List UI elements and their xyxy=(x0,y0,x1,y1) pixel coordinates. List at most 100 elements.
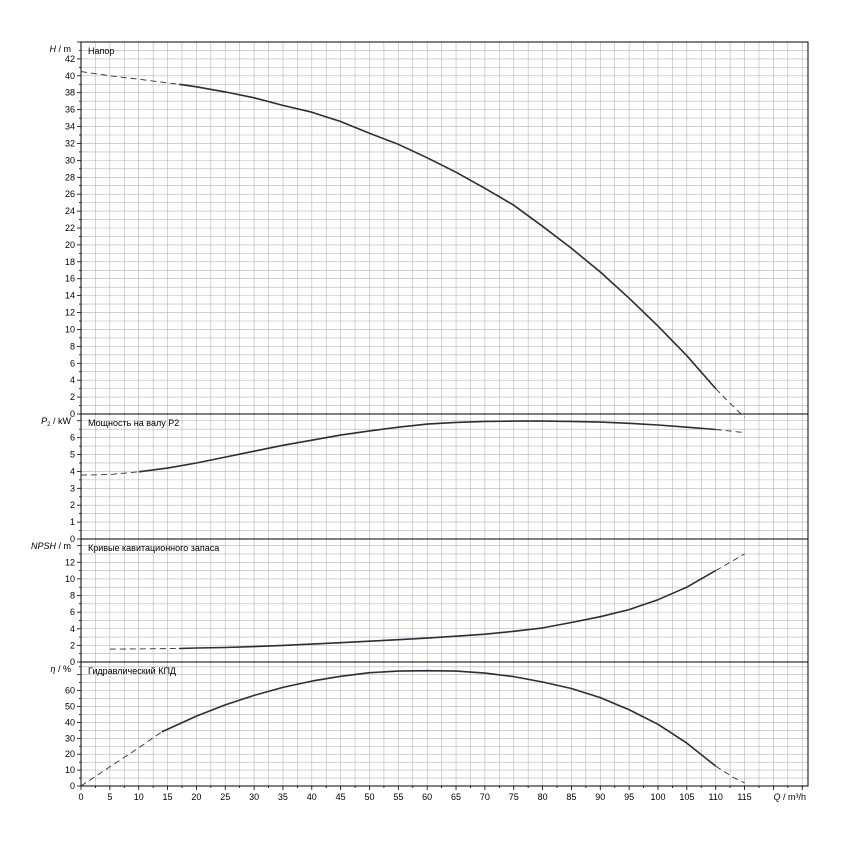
y-tick-label: 50 xyxy=(65,702,75,712)
x-tick-label: 90 xyxy=(595,792,605,802)
y-tick-label: 8 xyxy=(70,341,75,351)
y-axis-unit: / m xyxy=(56,541,71,551)
curve-line xyxy=(178,83,717,390)
curve-extension-dashed xyxy=(80,71,180,85)
x-axis-label: Q / m³/h xyxy=(773,792,806,802)
x-tick-label: 95 xyxy=(624,792,634,802)
x-tick-label: 45 xyxy=(336,792,346,802)
y-tick-label: 0 xyxy=(70,781,75,791)
y-tick-label: 26 xyxy=(65,189,75,199)
y-axis-symbol: η xyxy=(50,664,55,674)
y-tick-label: 10 xyxy=(65,765,75,775)
x-tick-label: 35 xyxy=(278,792,288,802)
curve-extension-dashed xyxy=(715,429,745,434)
y-tick-label: 28 xyxy=(65,172,75,182)
y-tick-label: 30 xyxy=(65,155,75,165)
x-tick-label: 10 xyxy=(134,792,144,802)
y-axis-label: P2 / kW xyxy=(41,416,71,428)
x-tick-label: 80 xyxy=(538,792,548,802)
y-tick-label: 6 xyxy=(70,433,75,443)
y-tick-label: 2 xyxy=(70,640,75,650)
y-tick-label: 40 xyxy=(65,717,75,727)
y-axis-symbol: NPSH xyxy=(31,541,57,551)
y-axis-unit: / m xyxy=(56,44,71,54)
y-axis-label: η / % xyxy=(50,664,71,674)
y-tick-label: 4 xyxy=(70,466,75,476)
x-tick-label: 40 xyxy=(307,792,317,802)
y-tick-label: 2 xyxy=(70,392,75,402)
y-tick-label: 6 xyxy=(70,607,75,617)
y-tick-label: 32 xyxy=(65,138,75,148)
curve-line xyxy=(161,669,717,767)
x-tick-label: 85 xyxy=(566,792,576,802)
x-tick-label: 75 xyxy=(509,792,519,802)
y-tick-label: 42 xyxy=(65,54,75,64)
x-tick-label: 105 xyxy=(679,792,694,802)
y-tick-label: 36 xyxy=(65,105,75,115)
x-axis-symbol: Q xyxy=(773,792,780,802)
x-tick-label: 100 xyxy=(650,792,665,802)
x-tick-label: 20 xyxy=(191,792,201,802)
y-tick-label: 3 xyxy=(70,483,75,493)
panel-title: Гидравлический КПД xyxy=(88,666,176,676)
y-tick-label: 18 xyxy=(65,257,75,267)
panel-title: Мощность на валу P2 xyxy=(88,418,179,428)
y-tick-label: 20 xyxy=(65,240,75,250)
curve-extension-dashed xyxy=(109,648,180,650)
y-tick-label: 2 xyxy=(70,500,75,510)
y-tick-label: 4 xyxy=(70,375,75,385)
x-tick-label: 55 xyxy=(393,792,403,802)
y-tick-label: 10 xyxy=(65,574,75,584)
y-tick-label: 34 xyxy=(65,122,75,132)
y-tick-label: 22 xyxy=(65,223,75,233)
panel-title: Напор xyxy=(88,46,114,56)
x-tick-label: 115 xyxy=(737,792,751,802)
y-tick-label: 10 xyxy=(65,324,75,334)
curve-line xyxy=(179,569,717,650)
y-axis-label: NPSH / m xyxy=(31,541,71,551)
curve-extension-dashed xyxy=(715,388,745,418)
x-tick-label: 30 xyxy=(249,792,259,802)
x-axis-unit: / m³/h xyxy=(780,792,806,802)
panel-frame xyxy=(80,661,809,787)
y-tick-label: 38 xyxy=(65,88,75,98)
y-axis-subscript: 2 xyxy=(47,422,51,428)
x-tick-label: 0 xyxy=(78,792,83,802)
x-tick-label: 65 xyxy=(451,792,461,802)
x-tick-label: 110 xyxy=(709,792,723,802)
curve-extension-dashed xyxy=(80,731,163,787)
y-tick-label: 14 xyxy=(65,291,75,301)
x-tick-label: 15 xyxy=(163,792,173,802)
y-tick-label: 16 xyxy=(65,274,75,284)
y-axis-symbol: H xyxy=(50,44,57,54)
x-tick-label: 60 xyxy=(422,792,432,802)
panel-frame xyxy=(80,413,809,540)
x-tick-label: 70 xyxy=(480,792,490,802)
y-tick-label: 1 xyxy=(70,517,75,527)
y-tick-label: 30 xyxy=(65,733,75,743)
curve-line xyxy=(138,420,716,473)
panel-title: Кривые кавитационного запаса xyxy=(88,543,219,553)
panel-frame xyxy=(80,538,809,663)
y-tick-label: 8 xyxy=(70,591,75,601)
y-tick-label: 0 xyxy=(70,657,75,667)
x-tick-label: 25 xyxy=(220,792,230,802)
y-tick-label: 4 xyxy=(70,624,75,634)
y-tick-label: 40 xyxy=(65,71,75,81)
y-tick-label: 20 xyxy=(65,749,75,759)
y-tick-label: 0 xyxy=(70,409,75,419)
y-tick-label: 24 xyxy=(65,206,75,216)
y-axis-label: H / m xyxy=(50,44,72,54)
curve-extension-dashed xyxy=(715,765,745,784)
y-tick-label: 60 xyxy=(65,686,75,696)
y-tick-label: 12 xyxy=(65,308,75,318)
y-axis-symbol: P xyxy=(41,416,47,426)
y-tick-label: 6 xyxy=(70,358,75,368)
y-tick-label: 5 xyxy=(70,450,75,460)
y-axis-unit: / kW xyxy=(51,416,72,426)
y-tick-label: 12 xyxy=(65,557,75,567)
y-tick-label: 0 xyxy=(70,534,75,544)
x-tick-label: 50 xyxy=(364,792,374,802)
